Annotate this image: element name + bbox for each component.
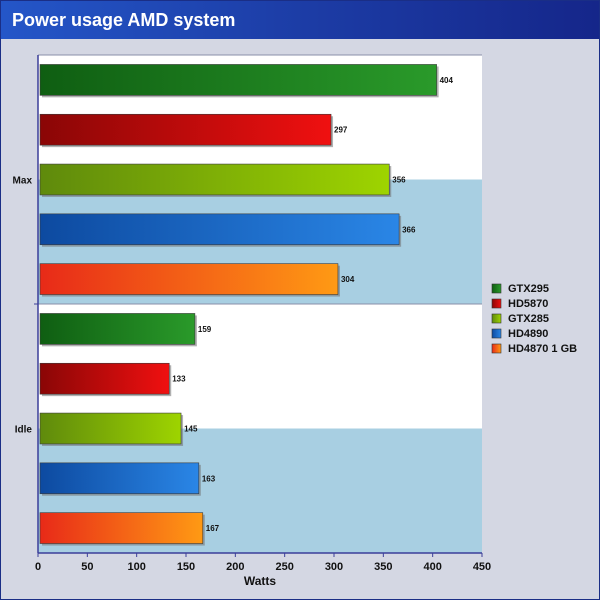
category-label: Idle bbox=[15, 425, 33, 436]
x-axis-title: Watts bbox=[244, 574, 277, 588]
x-tick-label: 350 bbox=[374, 561, 392, 573]
bar bbox=[39, 113, 332, 146]
data-label: 163 bbox=[202, 474, 216, 483]
bar bbox=[39, 163, 390, 196]
legend-label: HD4890 bbox=[508, 328, 548, 340]
data-label: 356 bbox=[392, 176, 406, 185]
data-label: 167 bbox=[206, 524, 220, 533]
bar bbox=[39, 213, 400, 246]
data-label: 297 bbox=[334, 126, 348, 135]
data-label: 133 bbox=[172, 375, 186, 384]
bar bbox=[39, 64, 437, 96]
x-tick-label: 0 bbox=[35, 561, 41, 573]
x-tick-label: 250 bbox=[275, 561, 293, 573]
legend-swatch bbox=[491, 298, 502, 309]
bar bbox=[39, 462, 200, 495]
legend-label: GTX295 bbox=[508, 283, 549, 295]
legend-swatch bbox=[491, 313, 502, 324]
x-tick-label: 100 bbox=[127, 561, 145, 573]
legend-label: HD4870 1 GB bbox=[508, 343, 577, 355]
category-label: Max bbox=[13, 176, 33, 187]
x-tick-label: 50 bbox=[81, 561, 93, 573]
bar bbox=[39, 313, 196, 345]
x-tick-label: 300 bbox=[325, 561, 343, 573]
x-tick-label: 200 bbox=[226, 561, 244, 573]
x-tick-label: 150 bbox=[177, 561, 195, 573]
title-bar: Power usage AMD system bbox=[1, 1, 599, 39]
bar bbox=[39, 362, 170, 395]
legend-label: HD5870 bbox=[508, 298, 548, 310]
data-label: 404 bbox=[440, 76, 454, 85]
legend-swatch bbox=[491, 343, 502, 354]
legend-swatch bbox=[491, 283, 502, 294]
legend-swatch bbox=[491, 328, 502, 339]
chart-title: Power usage AMD system bbox=[12, 10, 236, 30]
x-tick-label: 400 bbox=[423, 561, 441, 573]
bar bbox=[39, 512, 204, 544]
data-label: 304 bbox=[341, 275, 355, 284]
data-label: 145 bbox=[184, 425, 198, 434]
bar bbox=[39, 412, 182, 445]
data-label: 366 bbox=[402, 225, 416, 234]
data-label: 159 bbox=[198, 325, 212, 334]
x-tick-label: 450 bbox=[473, 561, 491, 573]
bar bbox=[39, 263, 339, 295]
legend-label: GTX285 bbox=[508, 313, 549, 325]
